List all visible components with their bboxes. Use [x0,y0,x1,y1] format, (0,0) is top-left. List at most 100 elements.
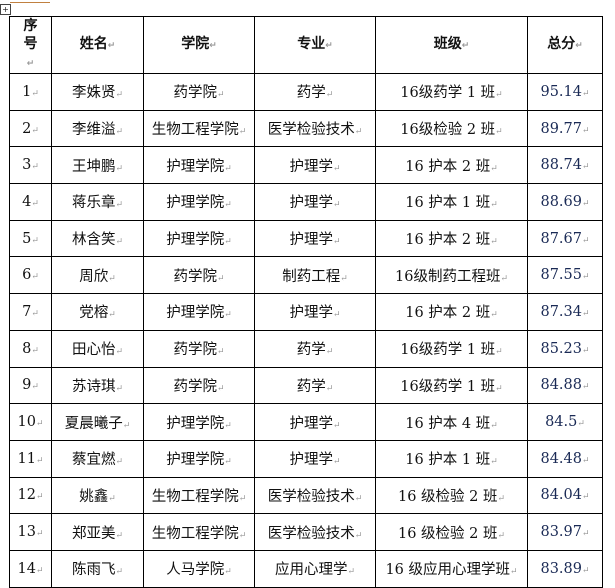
cell-major: 医学检验技术 [254,513,376,551]
cell-text: 84.48 [540,451,589,467]
cell-index: 1 [9,73,52,111]
cell-text: 医学检验技术 [268,526,363,542]
header-college: 学院 [143,16,255,74]
cell-class: 16级药学 1 班 [375,366,528,405]
cell-text: 87.34 [540,304,589,320]
cell-class: 16 级检验 2 班 [375,476,528,515]
cell-score: 87.34 [527,293,603,331]
cell-class: 16 护本 1 班 [375,439,528,478]
cell-major: 护理学 [254,293,376,331]
cell-name: 蔡宜燃 [51,439,144,478]
cell-text: 李维溢 [72,122,123,138]
cell-text: 16 护本 2 班 [405,305,498,321]
cell-index: 7 [9,293,52,331]
cell-name: 姚鑫 [51,476,144,515]
cell-score: 84.88 [527,366,603,405]
cell-name: 李姝贤 [51,73,144,111]
cell-name: 王坤鹏 [51,146,144,185]
cell-text: 16 级检验 2 班 [398,489,505,505]
header-index: 序号 [9,16,52,74]
cell-text: 84.5 [545,414,585,430]
cell-college: 生物工程学院 [143,109,255,148]
table-row: 11 蔡宜燃 护理学院 护理学 16 护本 1 班 84.48 [9,439,603,478]
cell-college: 人马学院 [143,549,255,588]
cell-text: 85.23 [540,341,589,357]
cell-text: 88.69 [540,194,589,210]
cell-text: 8 [22,341,39,357]
cell-text: 药学院 [173,85,224,101]
cell-text: 护理学 [289,416,340,432]
cell-class: 16 级检验 2 班 [375,513,528,551]
cell-text: 16 护本 2 班 [405,159,498,175]
cell-major: 药学 [254,73,376,111]
cell-class: 16 护本 2 班 [375,146,528,185]
cell-text: 5 [22,231,39,247]
cell-name: 李维溢 [51,109,144,148]
cell-score: 85.23 [527,329,603,368]
cell-text: 生物工程学院 [152,489,247,505]
cell-college: 生物工程学院 [143,513,255,551]
cell-text: 6 [22,267,39,283]
cell-text: 蔡宜燃 [72,452,123,468]
cell-major: 护理学 [254,146,376,185]
header-name: 姓名 [51,16,144,74]
cell-text: 生物工程学院 [152,526,247,542]
cell-major: 护理学 [254,183,376,221]
cell-college: 生物工程学院 [143,476,255,515]
cell-text: 田心怡 [72,342,123,358]
cell-text: 护理学 [289,305,340,321]
cell-text: 应用心理学 [275,562,355,578]
cell-major: 护理学 [254,403,376,441]
cell-text: 9 [22,377,39,393]
table-row: 9 苏诗琪 药学院 药学 16级药学 1 班 84.88 [9,366,603,405]
table-row: 1 李姝贤 药学院 药学 16级药学 1 班 95.14 [9,73,603,111]
cell-text: 16 级应用心理学班 [385,562,517,578]
cell-college: 护理学院 [143,403,255,441]
table-row: 5 林含笑 护理学院 护理学 16 护本 2 班 87.67 [9,219,603,258]
cell-text: 医学检验技术 [268,122,363,138]
cell-text: 夏晨曦子 [65,416,131,432]
cell-major: 药学 [254,329,376,368]
cell-text: 护理学 [289,232,340,248]
cell-text: 护理学院 [166,416,232,432]
cell-text: 护理学院 [166,195,232,211]
cell-text: 95.14 [540,84,589,100]
cell-text: 89.77 [540,121,589,137]
cell-college: 护理学院 [143,439,255,478]
cell-text: 16级药学 1 班 [400,379,502,395]
cell-text: 林含笑 [72,232,123,248]
cell-score: 84.48 [527,439,603,478]
cell-text: 护理学院 [166,232,232,248]
cell-text: 姚鑫 [79,489,116,505]
cell-class: 16 护本 2 班 [375,293,528,331]
cell-score: 95.14 [527,73,603,111]
cell-text: 1 [22,84,39,100]
cell-text: 制药工程 [282,269,348,285]
table-row: 12 姚鑫 生物工程学院 医学检验技术 16 级检验 2 班 84.04 [9,476,603,515]
header-major: 专业 [254,16,376,74]
cell-text: 苏诗琪 [72,379,123,395]
cell-index: 2 [9,109,52,148]
cell-name: 林含笑 [51,219,144,258]
table-move-handle-icon[interactable]: + [0,4,11,15]
cell-class: 16 级应用心理学班 [375,549,528,588]
cell-class: 16级检验 2 班 [375,109,528,148]
cell-college: 护理学院 [143,183,255,221]
table-row: 13 郑亚美 生物工程学院 医学检验技术 16 级检验 2 班 83.97 [9,513,603,551]
cell-text: 84.88 [540,377,589,393]
cell-text: 护理学院 [166,452,232,468]
cell-name: 党榕 [51,293,144,331]
cell-text: 83.89 [540,561,589,577]
cell-text: 16级检验 2 班 [400,122,502,138]
cell-index: 5 [9,219,52,258]
cell-text: 11 [18,451,44,467]
cell-text: 12 [18,487,44,503]
cell-text: 87.67 [540,231,589,247]
cell-name: 陈雨飞 [51,549,144,588]
cell-text: 16级药学 1 班 [400,85,502,101]
cell-index: 11 [9,439,52,478]
cell-name: 田心怡 [51,329,144,368]
cell-index: 6 [9,256,52,295]
cell-text: 周欣 [79,269,116,285]
cell-score: 84.04 [527,476,603,515]
